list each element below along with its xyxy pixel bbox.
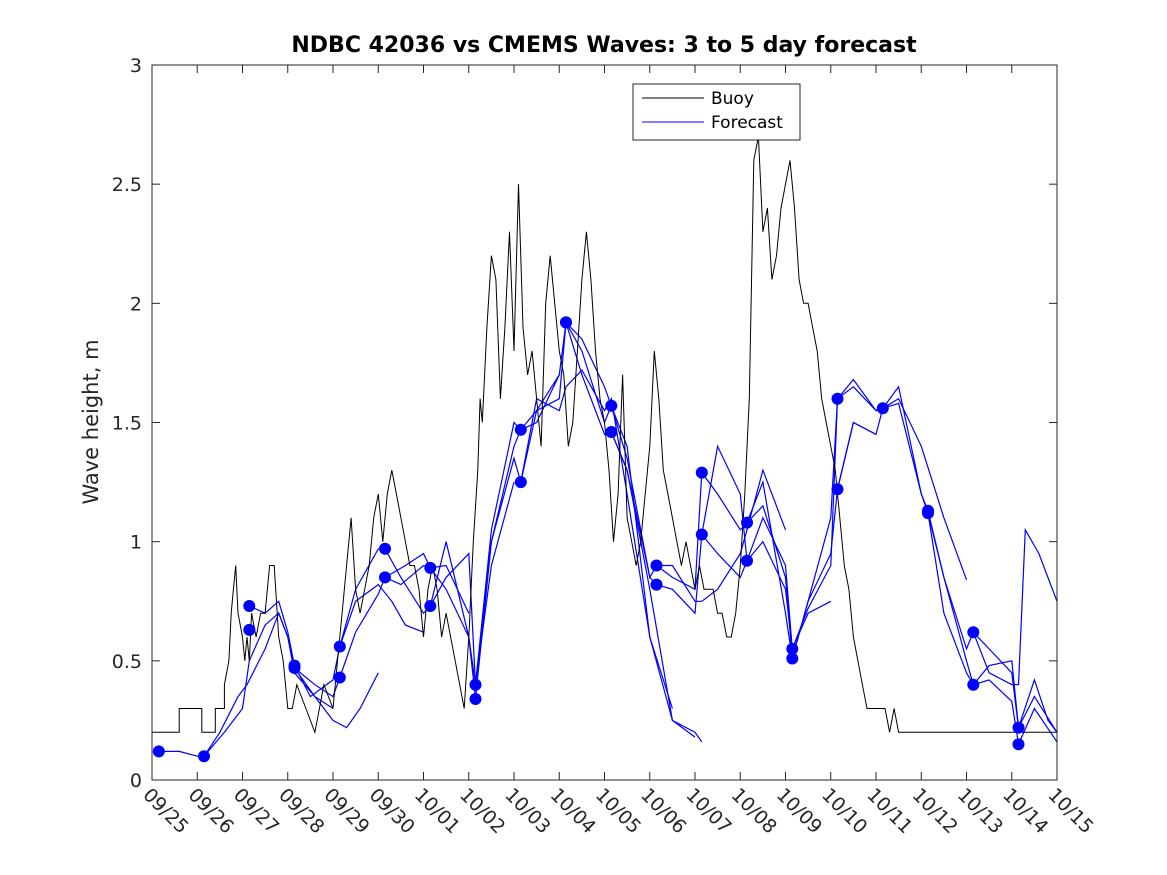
forecast-series-line-7 [474,322,696,738]
forecast-series-line-16 [927,513,1058,733]
forecast-start-marker [424,561,437,574]
forecast-start-marker [605,426,618,438]
y-tick-label: 1 [130,532,142,554]
forecast-start-marker [650,578,663,591]
forecast-start-marker [967,678,980,691]
forecast-series-line-12 [701,385,968,650]
forecast-start-marker [695,466,708,479]
y-axis-label: Wave height, m [79,339,103,504]
forecast-start-marker [469,678,482,691]
forecast-series-line-1 [203,612,379,757]
forecast-start-marker [514,476,527,489]
marker-layer [152,316,1025,763]
forecast-start-marker [831,483,844,496]
legend-label-forecast: Forecast [711,113,783,133]
forecast-start-marker [1012,721,1025,734]
forecast-series-line-11 [656,421,877,659]
forecast-start-marker [379,571,391,584]
forecast-start-marker [333,671,346,684]
forecast-start-marker [333,640,346,653]
y-tick-label: 0 [130,770,142,792]
forecast-series-line-6 [429,321,673,709]
forecast-start-marker [469,693,482,705]
forecast-start-marker [695,528,708,541]
chart-title: NDBC 42036 vs CMEMS Waves: 3 to 5 day fo… [291,33,917,58]
forecast-start-marker [243,623,256,636]
legend-box [632,83,801,141]
forecast-start-marker [786,642,799,655]
forecast-start-marker [650,559,663,572]
forecast-start-marker [198,750,210,763]
buoy-series-line [152,136,1057,735]
forecast-series-line-2 [249,583,424,698]
forecast-start-marker [922,507,934,520]
forecast-start-marker [831,392,844,405]
y-tick-label: 2.5 [112,174,142,196]
y-tick-label: 2 [130,293,142,315]
forecast-start-marker [560,316,572,329]
forecast-start-marker [786,652,799,665]
forecast-series-line-15 [972,527,1058,686]
forecast-start-marker [876,402,889,415]
forecast-start-marker [605,399,618,412]
forecast-start-marker [243,600,256,612]
series-layer [152,136,1058,757]
y-tick-label: 0.5 [112,651,142,673]
forecast-start-marker [741,554,753,567]
forecast-start-marker [379,542,391,555]
forecast-series-line-10 [610,431,832,650]
legend: Buoy Forecast [632,83,801,141]
forecast-start-marker [152,745,165,758]
forecast-start-marker [288,662,301,674]
forecast-start-marker [514,423,527,436]
forecast-start-marker [424,600,437,612]
legend-label-buoy: Buoy [711,89,754,109]
y-tick-label: 3 [130,55,142,77]
forecast-start-marker [1012,738,1025,751]
forecast-start-marker [741,516,753,529]
forecast-series-line-13 [746,378,1058,733]
y-tick-label: 1.5 [112,413,142,435]
forecast-start-marker [967,626,980,639]
